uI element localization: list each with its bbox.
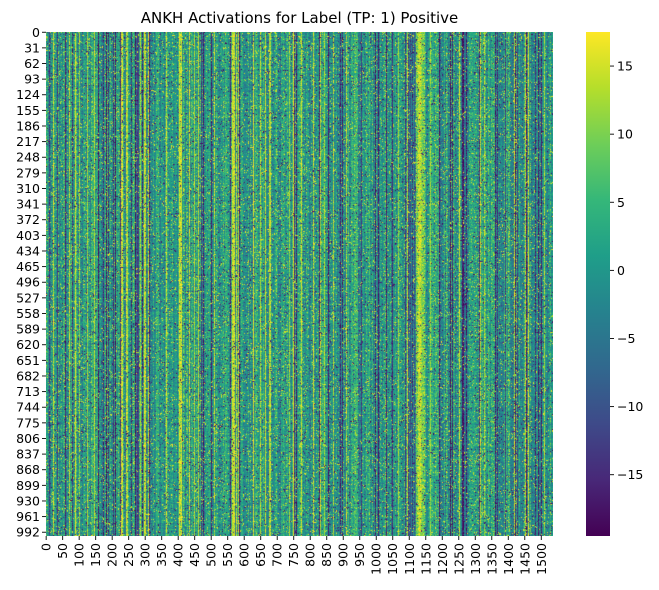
x-tick-label: 400 xyxy=(171,543,186,567)
x-tick-label: 1000 xyxy=(369,543,384,575)
x-tick-label: 1150 xyxy=(418,543,433,575)
colorbar-tick-label: 15 xyxy=(617,59,633,74)
y-tick-label: 434 xyxy=(16,243,40,258)
y-tick-label: 341 xyxy=(16,197,40,212)
x-tick-label: 750 xyxy=(286,543,301,567)
colorbar-tick-label: 10 xyxy=(617,127,633,142)
y-tick-label: 837 xyxy=(16,447,40,462)
x-tick-label: 1050 xyxy=(385,543,400,575)
y-tick-label: 93 xyxy=(24,72,40,87)
x-tick-label: 950 xyxy=(352,543,367,567)
x-tick-label: 1100 xyxy=(402,543,417,575)
y-tick-label: 744 xyxy=(16,400,40,415)
y-tick-label: 899 xyxy=(16,478,40,493)
x-tick-label: 850 xyxy=(319,543,334,567)
x-tick-label: 1400 xyxy=(501,543,516,575)
y-tick-label: 310 xyxy=(16,181,40,196)
x-tick-label: 550 xyxy=(220,543,235,567)
x-tick-label: 1450 xyxy=(517,543,532,575)
colorbar-tick-label: −15 xyxy=(617,467,643,482)
y-tick-label: 124 xyxy=(16,87,40,102)
y-tick-label: 62 xyxy=(24,56,40,71)
colorbar-gradient xyxy=(586,32,610,536)
y-tick-label: 279 xyxy=(16,165,40,180)
x-axis-ticks: 0 50 100 150 200 250 300 350 400 450 500 550 600 650 7… xyxy=(39,536,549,575)
colorbar-tick-label: 5 xyxy=(617,195,625,210)
y-tick-label: 589 xyxy=(16,322,40,337)
x-tick-label: 1250 xyxy=(451,543,466,575)
y-tick-label: 682 xyxy=(16,368,40,383)
y-tick-label: 527 xyxy=(16,290,40,305)
colorbar-ticks: 15 10 5 0 −5 −10 −15 xyxy=(610,59,643,482)
x-tick-label: 350 xyxy=(154,543,169,567)
y-tick-label: 155 xyxy=(16,103,40,118)
x-tick-label: 1300 xyxy=(468,543,483,575)
x-tick-label: 500 xyxy=(204,543,219,567)
y-tick-label: 31 xyxy=(24,40,40,55)
x-tick-label: 0 xyxy=(39,543,54,551)
colorbar-tick-label: −10 xyxy=(617,399,643,414)
chart-title: ANKH Activations for Label (TP: 1) Posit… xyxy=(141,9,459,27)
colorbar-tick-label: 0 xyxy=(617,263,625,278)
y-tick-label: 496 xyxy=(16,275,40,290)
x-tick-label: 300 xyxy=(138,543,153,567)
x-tick-label: 650 xyxy=(253,543,268,567)
x-tick-label: 800 xyxy=(303,543,318,567)
y-tick-label: 775 xyxy=(16,415,40,430)
y-tick-label: 558 xyxy=(16,306,40,321)
y-tick-label: 992 xyxy=(16,525,40,540)
x-tick-label: 1350 xyxy=(484,543,499,575)
y-tick-label: 465 xyxy=(16,259,40,274)
y-tick-label: 620 xyxy=(16,337,40,352)
x-tick-label: 1500 xyxy=(534,543,549,575)
y-tick-label: 0 xyxy=(32,25,40,40)
y-tick-label: 806 xyxy=(16,431,40,446)
y-tick-label: 403 xyxy=(16,228,40,243)
y-tick-label: 651 xyxy=(16,353,40,368)
x-tick-label: 200 xyxy=(105,543,120,567)
colorbar xyxy=(586,32,610,536)
y-tick-label: 930 xyxy=(16,493,40,508)
x-tick-label: 450 xyxy=(187,543,202,567)
x-tick-label: 150 xyxy=(88,543,103,567)
y-tick-label: 186 xyxy=(16,118,40,133)
y-axis-ticks: 0316293124155186217248279310341372403434… xyxy=(16,25,46,540)
x-tick-label: 250 xyxy=(121,543,136,567)
y-tick-label: 868 xyxy=(16,462,40,477)
heatmap-plot-area xyxy=(46,32,553,536)
x-tick-label: 50 xyxy=(55,543,70,559)
y-tick-label: 961 xyxy=(16,509,40,524)
x-tick-label: 1200 xyxy=(435,543,450,575)
y-tick-label: 372 xyxy=(16,212,40,227)
y-tick-label: 713 xyxy=(16,384,40,399)
x-tick-label: 900 xyxy=(336,543,351,567)
y-tick-label: 217 xyxy=(16,134,40,149)
x-tick-label: 600 xyxy=(237,543,252,567)
x-tick-label: 100 xyxy=(72,543,87,567)
heatmap-cells xyxy=(46,32,553,536)
colorbar-tick-label: −5 xyxy=(617,331,635,346)
y-tick-label: 248 xyxy=(16,150,40,165)
x-tick-label: 700 xyxy=(270,543,285,567)
